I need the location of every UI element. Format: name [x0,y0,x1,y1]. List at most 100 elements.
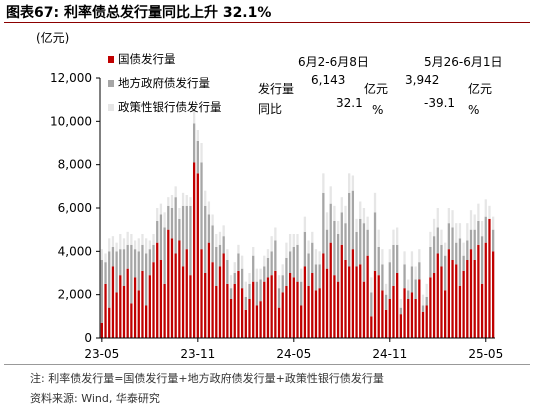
legend-label-gov: 国债发行量 [118,52,176,66]
bar-local [152,244,155,263]
bar-gov [174,253,177,338]
bar-gov [447,249,450,338]
bar-policy [488,205,491,219]
bar-gov [325,268,329,338]
bar-policy [148,240,151,250]
x-tick-label: 23-05 [84,347,119,361]
bar-policy [207,201,211,215]
bar-local [174,197,177,254]
bar-policy [218,231,222,245]
bar-gov [126,268,129,338]
bar-gov [425,305,428,338]
bar-local [429,247,432,278]
bar-local [322,192,325,254]
bar-gov [307,286,310,338]
bar-policy [170,195,174,208]
bar-gov [362,281,366,338]
bar-policy [377,229,380,247]
bar-gov [240,288,244,338]
bar-gov [300,305,303,338]
bar-policy [130,234,133,245]
bar-gov [285,286,288,338]
bar-policy [156,208,159,221]
y-tick-label: 0 [84,331,92,345]
bar-policy [189,197,192,206]
bar-policy [178,208,181,219]
bar-local [377,247,380,276]
bar-policy [333,205,336,221]
bar-local [104,262,107,284]
bar-policy [252,247,255,256]
bar-policy [462,242,465,256]
bar-policy [174,186,177,198]
bar-gov [322,253,325,338]
bar-local [340,212,343,245]
bar-local [336,234,340,282]
bar-local [263,266,266,282]
bar-local [303,231,307,267]
bar-gov [274,270,277,338]
x-tick-label: 24-05 [276,347,311,361]
bar-local [370,292,373,317]
bar-local [447,223,450,250]
bar-gov [458,286,462,338]
bar-local [355,231,358,267]
legend-item-local: 地方政府债发行量 [108,75,210,91]
bar-policy [429,231,432,247]
bar-gov [311,273,314,338]
bar-local [211,225,214,263]
bar-gov [296,281,299,338]
bar-gov [233,283,236,338]
bar-gov [359,264,362,338]
bar-gov [314,290,318,338]
bar-policy [362,208,366,224]
bar-local [344,223,347,260]
bar-policy [444,242,447,256]
yoy-unit-2: % [468,103,480,117]
bar-local [403,264,406,289]
bar-policy [477,203,480,221]
bar-gov [329,242,332,338]
bar-gov [259,301,262,338]
bar-gov [366,255,369,338]
bar-local [145,253,148,306]
x-tick-label: 23-11 [180,347,215,361]
source-note: 资料来源: Wind, 华泰研究 [30,392,160,405]
bar-local [244,296,247,310]
bar-gov [303,266,307,338]
bar-policy [311,231,314,243]
bar-gov [152,262,155,338]
bar-gov [211,262,214,338]
bar-policy [355,218,358,232]
bar-local [366,229,369,256]
bar-policy [447,208,450,224]
bar-policy [351,175,355,191]
legend-item-gov: 国债发行量 [108,51,176,67]
bar-local [270,251,273,276]
bar-policy [167,197,170,206]
period2-label: 5月26-6月1日 [424,55,503,69]
bar-gov [348,266,351,338]
x-tick-label: 24-11 [372,347,407,361]
bar-local [248,283,251,299]
bar-policy [370,277,373,293]
bar-policy [255,268,259,282]
bar-local [351,190,355,250]
bar-local [274,240,277,271]
bar-policy [204,190,207,206]
bar-policy [296,234,299,245]
bar-local [484,216,487,243]
bar-gov [455,264,458,338]
bar-local [440,244,443,267]
bar-gov [215,286,218,338]
bar-gov [252,281,255,338]
bar-gov [218,266,222,338]
bar-policy [133,240,137,250]
bar-gov [436,253,439,338]
bar-gov [115,292,118,338]
title-divider [4,22,530,23]
legend-label-local: 地方政府债发行量 [118,76,210,90]
bar-local [237,253,240,271]
bar-local [229,288,233,299]
bar-policy [432,218,436,237]
